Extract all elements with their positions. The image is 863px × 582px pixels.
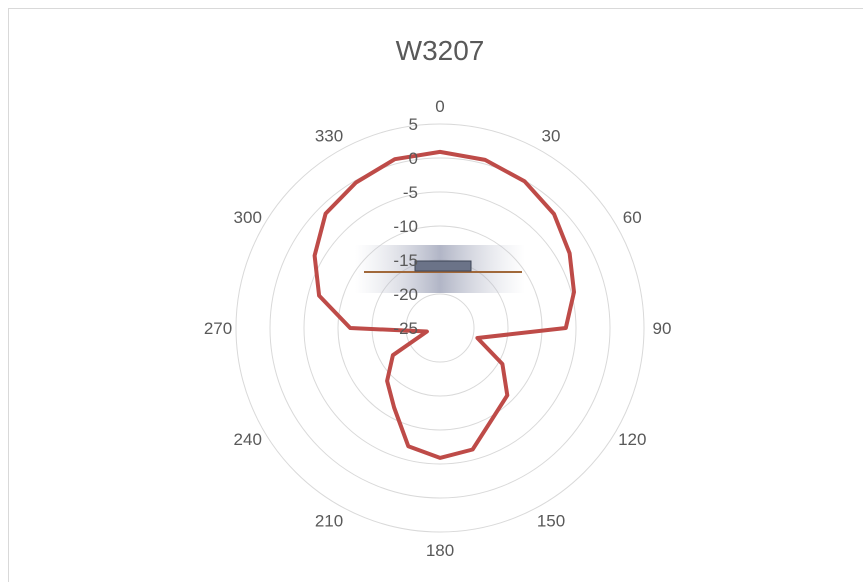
angle-label: 330 [315, 127, 343, 146]
radial-tick-label: -10 [393, 217, 418, 236]
angle-label: 30 [542, 127, 561, 146]
angle-label: 120 [618, 430, 646, 449]
angle-label: 300 [234, 208, 262, 227]
chart-frame [8, 8, 863, 582]
chart-title: W3207 [396, 35, 485, 66]
grid-ring [269, 157, 611, 499]
radial-tick-label: -5 [403, 183, 418, 202]
angle-label: 90 [653, 319, 672, 338]
grid-ring [235, 123, 645, 533]
icon-box [414, 260, 472, 272]
grid-ring [405, 293, 475, 363]
labels: -25-20-15-10-505030609012015018021024027… [204, 97, 672, 560]
angle-label: 210 [315, 511, 343, 530]
series-line [312, 149, 576, 460]
radial-tick-label: -15 [393, 251, 418, 270]
radial-tick-label: -25 [393, 319, 418, 338]
plot [312, 149, 576, 460]
grid-ring [337, 225, 543, 431]
radial-tick-label: 5 [409, 115, 418, 134]
angle-label: 60 [623, 208, 642, 227]
angle-label: 180 [426, 541, 454, 560]
radial-tick-label: 0 [409, 149, 418, 168]
radial-tick-label: -20 [393, 285, 418, 304]
grid-ring [303, 191, 577, 465]
angle-label: 150 [537, 511, 565, 530]
angle-label: 240 [234, 430, 262, 449]
antenna-icon [355, 245, 525, 293]
angle-label: 0 [435, 97, 444, 116]
angle-label: 270 [204, 319, 232, 338]
